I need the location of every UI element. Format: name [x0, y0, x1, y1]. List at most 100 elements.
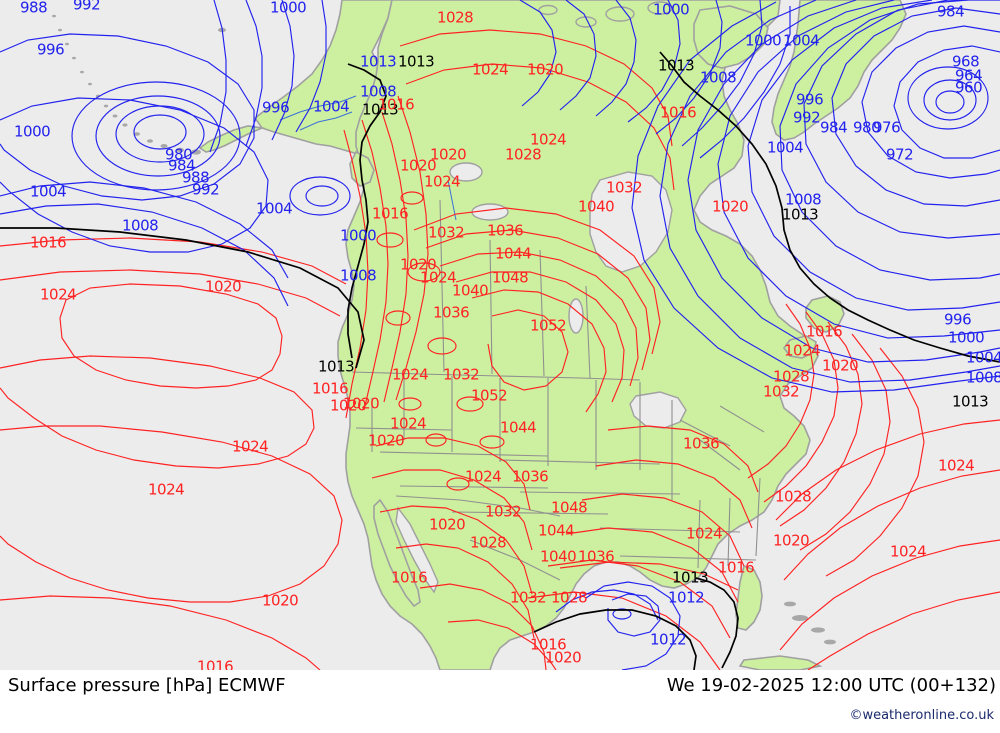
contour-label: 1052 — [471, 387, 507, 405]
contour-label: 1013 — [360, 53, 396, 71]
isobar-blue-alaska-4 — [209, 0, 227, 153]
contour-label: 1044 — [500, 419, 536, 437]
border-state-h6 — [519, 491, 681, 495]
contour-label: 1012 — [668, 589, 704, 607]
isobar-red-east-1020 — [763, 311, 839, 503]
land-baja-california — [373, 498, 421, 608]
isobar-red-atlantic-2 — [783, 469, 1000, 581]
map-footer: Surface pressure [hPa] ECMWF We 19-02-20… — [0, 670, 1000, 733]
water-gulf-of-california — [395, 506, 439, 594]
isobar-blue-alaska-1 — [245, 0, 263, 147]
contour-label: 976 — [873, 119, 900, 137]
contour-label: 1008 — [785, 191, 821, 209]
isobar-blue-988-atl — [779, 0, 1000, 281]
contour-label: 992 — [793, 109, 820, 127]
contour-label: 1020 — [429, 516, 465, 534]
isobar-blue-arctic-3 — [595, 0, 637, 117]
contour-label: 1008 — [360, 83, 396, 101]
map-canvas[interactable]: 9889889929929969961000100010041004101610… — [0, 0, 1000, 670]
contour-label: 1036 — [487, 222, 523, 240]
contour-label: 1013 — [672, 569, 708, 587]
contour-label: 1016 — [30, 234, 66, 252]
contour-label: 1020 — [545, 649, 581, 667]
isobar-blue-alaska-2 — [271, 0, 295, 141]
contour-label: 1024 — [938, 457, 974, 475]
contour-label: 1024 — [420, 269, 456, 287]
contour-label: 1020 — [430, 146, 466, 164]
isobar-red-pacific-1020 — [0, 425, 343, 603]
isobar-red-east-1024 — [779, 321, 863, 527]
contour-label: 1013 — [658, 57, 694, 75]
contour-label: 996 — [262, 99, 289, 117]
contour-label: 1008 — [966, 369, 1000, 387]
contour-label: 1000 — [948, 329, 984, 347]
isobar-red-se-1020 — [547, 559, 731, 639]
contour-label: 1013 — [362, 101, 398, 119]
isobar-blue-alaska-3 — [295, 0, 327, 133]
contour-label: 1024 — [232, 438, 268, 456]
isobar-blue-arctic-1 — [519, 0, 557, 107]
land-florida — [735, 564, 763, 631]
isobar-red-1044-ridge — [455, 271, 625, 403]
contour-label: 1040 — [540, 548, 576, 566]
contour-label: 1024 — [424, 173, 460, 191]
contour-label: 1020 — [400, 157, 436, 175]
contour-label: 1032 — [606, 179, 642, 197]
isobar-red-pacific-1016 — [0, 595, 321, 670]
contour-label: 1036 — [512, 468, 548, 486]
contour-label: 1036 — [683, 435, 719, 453]
contour-labels-layer: 9889889929929969961000100010041004101610… — [14, 0, 1000, 670]
isobar-red-cell-3 — [427, 337, 457, 355]
isobar-red-east-1016 — [747, 303, 815, 479]
footer-copyright: ©weatheronline.co.uk — [849, 708, 994, 723]
contour-label: 1004 — [767, 139, 803, 157]
isobar-red-cell-9 — [400, 191, 424, 205]
footer-datetime: We 19-02-2025 12:00 UTC (00+132) — [666, 675, 996, 696]
pressure-contour-map[interactable]: 9889889929929969961000100010041004101610… — [0, 0, 1000, 670]
contour-label: 1048 — [492, 269, 528, 287]
isobar-blue-arctic-5 — [655, 0, 723, 135]
border-state-h5 — [499, 459, 661, 465]
isobar-red-1036-ridge — [425, 229, 651, 371]
border-state-d1 — [699, 439, 741, 471]
isobar-red-gulf-1016 — [559, 561, 739, 591]
contour-label: 984 — [168, 157, 195, 175]
border-state-h8 — [619, 555, 757, 561]
contour-label: 1012 — [650, 631, 686, 649]
contour-label: 1032 — [763, 383, 799, 401]
contour-label: 1040 — [578, 198, 614, 216]
border-state-h1 — [355, 427, 453, 431]
contour-label: 1004 — [966, 349, 1000, 367]
contour-label: 1028 — [775, 488, 811, 506]
contour-label: 1032 — [510, 589, 546, 607]
rivers-layer — [279, 95, 457, 221]
border-state-h7 — [599, 527, 741, 533]
border-state-d2 — [679, 419, 731, 447]
isobar-blue-arctic-2 — [559, 0, 597, 111]
contour-label: 1016 — [197, 658, 233, 671]
isobar-red-mex-2 — [447, 619, 557, 670]
contour-label: 1024 — [40, 286, 76, 304]
border-province-v1 — [489, 239, 493, 375]
isobar-red-cell-2 — [385, 310, 411, 326]
isobar-1013-pacific — [0, 227, 365, 369]
border-state-h2 — [379, 451, 549, 457]
isobar-blue-1000-pac — [0, 33, 255, 201]
aleutian-islands — [52, 14, 226, 155]
contour-label: 1028 — [773, 368, 809, 386]
contour-label: 1020 — [400, 256, 436, 274]
contour-label: 1013 — [318, 358, 354, 376]
isobar-blue-1008-atl — [631, 1, 1000, 393]
contour-label: 996 — [796, 91, 823, 109]
border-state-h4 — [451, 511, 609, 515]
isobar-red-1052-core — [487, 309, 569, 391]
isobar-blue-gulf-1012b — [585, 581, 681, 670]
isobar-blue-1000-atl — [687, 0, 1000, 363]
contour-label: 968 — [952, 53, 979, 71]
isobar-red-cell-7 — [479, 435, 505, 449]
isobar-red-1048-ridge — [471, 289, 607, 413]
contour-label: 1024 — [465, 468, 501, 486]
border-province-v3 — [585, 285, 591, 379]
land-baffin-island — [693, 5, 769, 69]
isobar-blue-996 — [71, 81, 241, 191]
